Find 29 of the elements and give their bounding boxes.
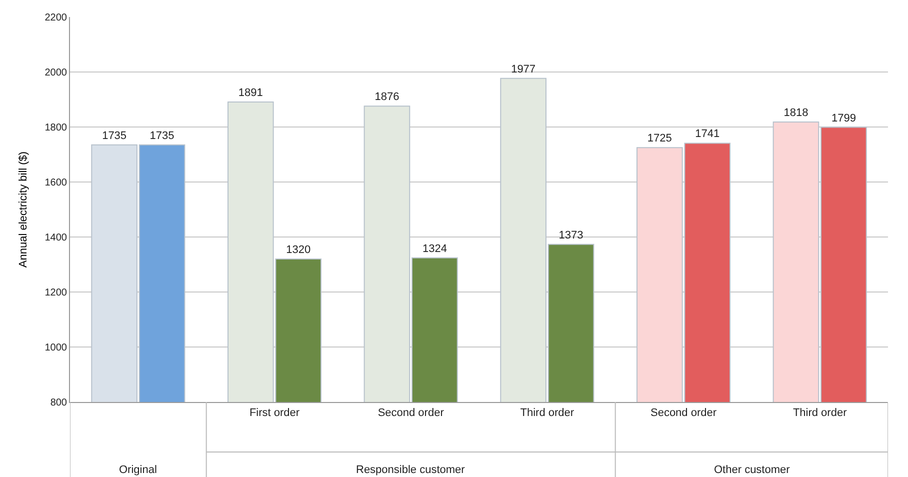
data-label: 1735: [102, 130, 127, 142]
x-tick-label: Third order: [520, 407, 574, 420]
data-label: 1741: [695, 128, 720, 140]
data-label: 1735: [150, 130, 174, 142]
data-label: 1977: [511, 63, 536, 76]
data-label: 1818: [784, 107, 808, 120]
y-tick-label: 1400: [44, 232, 68, 244]
data-label: 1876: [374, 91, 400, 104]
data-label: 1324: [422, 242, 447, 255]
y-tick-label: 1800: [44, 122, 68, 134]
data-label: 1799: [831, 112, 856, 124]
y-tick-label: 1200: [44, 288, 68, 298]
y-tick-label: 800: [50, 398, 68, 408]
data-label: 1725: [647, 132, 672, 145]
data-label: 1320: [286, 244, 311, 256]
x-tick-label: Second order: [650, 407, 717, 420]
data-label: 1891: [238, 86, 263, 99]
y-tick-label: 2200: [44, 12, 68, 24]
x-tick-label: First order: [249, 407, 300, 420]
data-label: 1373: [558, 229, 584, 242]
y-tick-label: 1600: [44, 178, 68, 188]
y-tick-label: 2000: [44, 68, 68, 78]
text: Other customer: [714, 464, 790, 476]
x-tick-label: Third order: [792, 407, 848, 420]
y-axis-title: Annual electricity bill ($): [17, 151, 30, 268]
y-tick-label: 1000: [44, 342, 68, 354]
x-tick-label: Second order: [378, 407, 444, 420]
text: Original: [119, 464, 157, 476]
text: Responsible customer: [356, 464, 466, 476]
